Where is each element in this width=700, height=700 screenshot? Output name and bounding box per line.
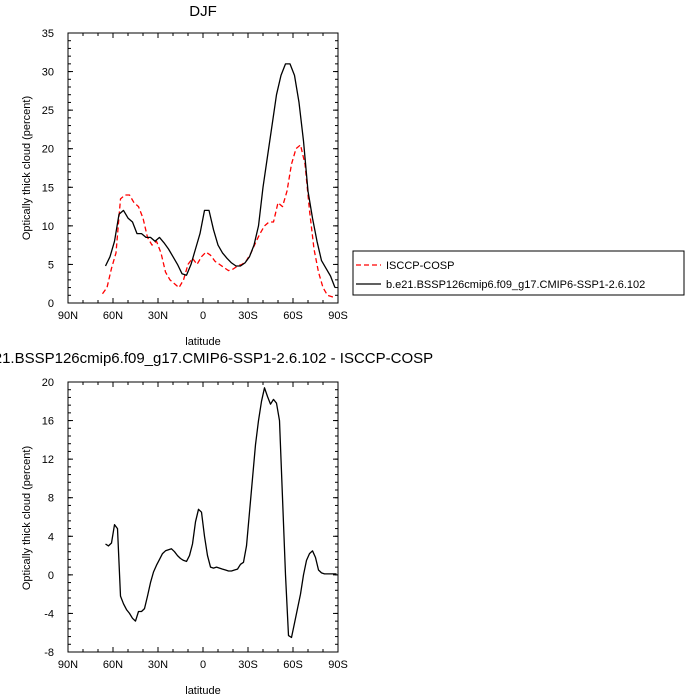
bottom-y-tick-label: -4 (44, 608, 54, 620)
bottom-y-axis-label: Optically thick cloud (percent) (21, 446, 33, 590)
bottom-x-tick-label: 90S (328, 659, 348, 671)
difference-panel: b.e21.BSSP126cmip6.f09_g17.CMIP6-SSP1-2.… (0, 350, 433, 697)
bottom-x-tick-label: 60N (103, 659, 123, 671)
bottom-y-tick-label: 4 (48, 531, 54, 543)
bottom-chart-title: b.e21.BSSP126cmip6.f09_g17.CMIP6-SSP1-2.… (0, 350, 433, 367)
top-x-tick-label: 0 (200, 310, 206, 322)
bottom-x-tick-label: 90N (58, 659, 78, 671)
bottom-y-tick-label: 12 (42, 454, 54, 466)
top-x-tick-label: 90N (58, 310, 78, 322)
top-y-tick-label: 35 (42, 28, 54, 40)
top-x-tick-label: 30S (238, 310, 258, 322)
bottom-x-axis-label: latitude (185, 685, 220, 697)
top-x-tick-label: 60S (283, 310, 303, 322)
bottom-x-tick-label: 60S (283, 659, 303, 671)
top-x-tick-label: 30N (148, 310, 168, 322)
top-x-tick-label: 60N (103, 310, 123, 322)
legend-label-model: b.e21.BSSP126cmip6.f09_g17.CMIP6-SSP1-2.… (386, 279, 645, 291)
top-series-line-0 (101, 144, 335, 298)
bottom-y-tick-label: 0 (48, 570, 54, 582)
top-y-tick-label: 20 (42, 144, 54, 156)
bottom-x-tick-label: 30N (148, 659, 168, 671)
top-y-tick-label: 5 (48, 259, 54, 271)
top-y-tick-label: 25 (42, 105, 54, 117)
top-chart-title: DJF (189, 3, 217, 20)
top-y-tick-label: 10 (42, 221, 54, 233)
top-x-axis-label: latitude (185, 336, 220, 348)
bottom-series-line-0 (105, 387, 337, 639)
bottom-y-tick-label: 20 (42, 377, 54, 389)
legend-label-isccp: ISCCP-COSP (386, 260, 454, 272)
bottom-y-tick-label: 16 (42, 416, 54, 428)
top-x-tick-label: 90S (328, 310, 348, 322)
top-series-line-1 (104, 63, 336, 288)
top-plot-frame (67, 32, 339, 304)
bottom-x-tick-label: 30S (238, 659, 258, 671)
top-y-axis-label: Optically thick cloud (percent) (21, 96, 33, 240)
top-y-tick-label: 30 (42, 67, 54, 79)
bottom-y-tick-label: 8 (48, 493, 54, 505)
climatology-panel: DJF 90N 60N 30N 0 30S 60S 90S 0 5 10 15 20 25 30 35 la… (21, 3, 685, 348)
top-y-tick-label: 0 (48, 298, 54, 310)
legend: ISCCP-COSP b.e21.BSSP126cmip6.f09_g17.CM… (352, 250, 685, 296)
bottom-x-tick-label: 0 (200, 659, 206, 671)
legend-box (352, 250, 685, 296)
bottom-y-tick-label: -8 (44, 647, 54, 659)
top-y-tick-label: 15 (42, 182, 54, 194)
